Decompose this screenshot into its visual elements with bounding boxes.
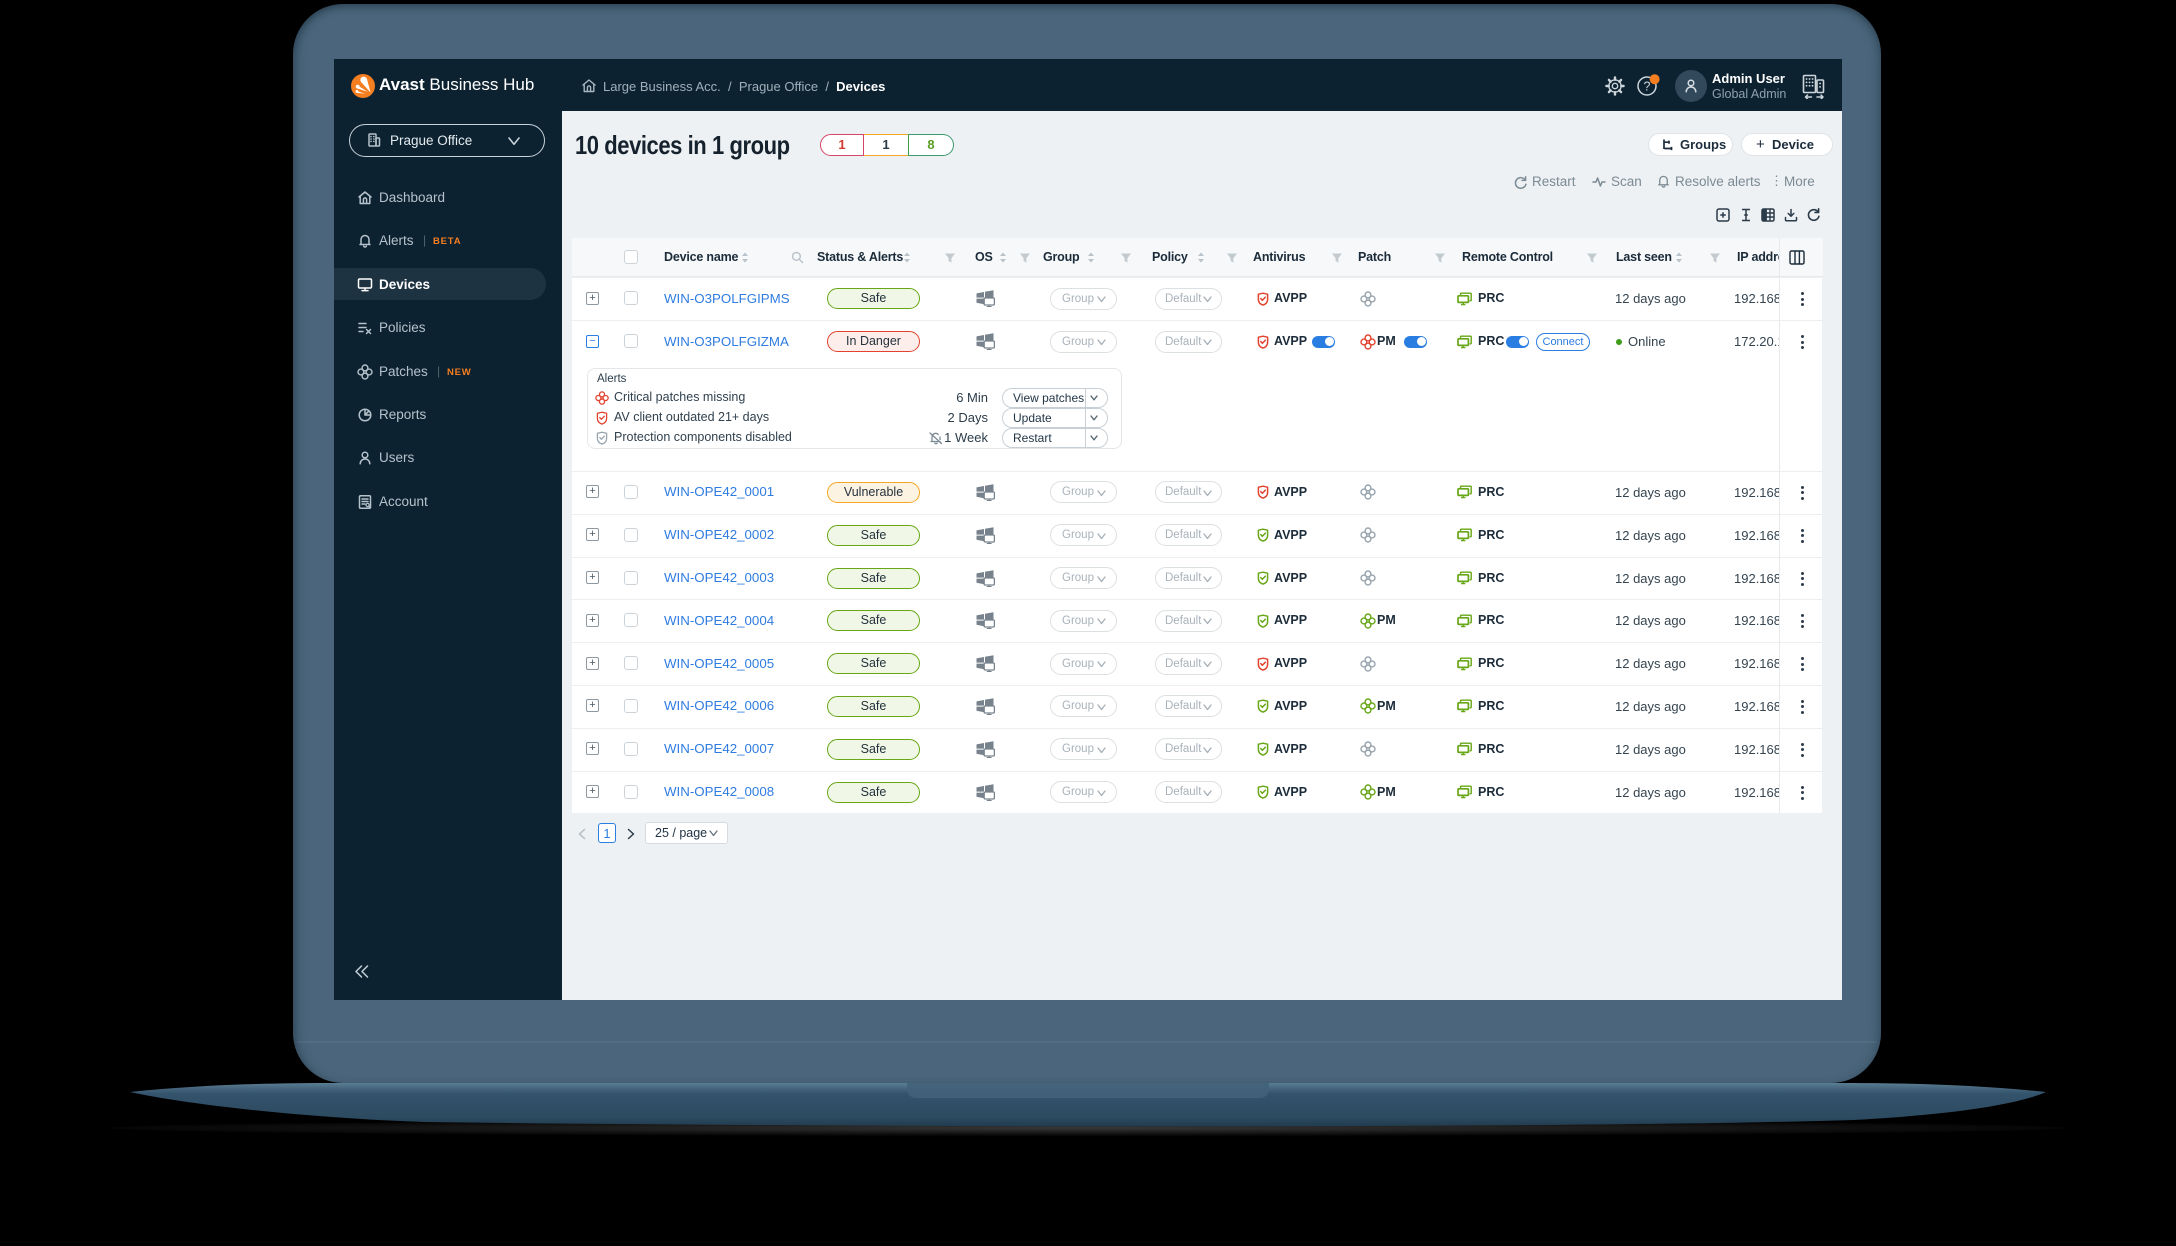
svg-text:?: ?: [1644, 79, 1651, 93]
